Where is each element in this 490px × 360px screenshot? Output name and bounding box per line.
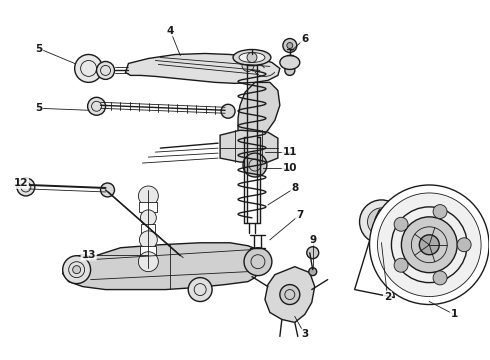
Circle shape (221, 104, 235, 118)
Text: 11: 11 (283, 147, 297, 157)
Circle shape (419, 235, 439, 255)
Circle shape (401, 217, 457, 273)
Bar (141, 246, 156, 256)
Polygon shape (375, 208, 412, 246)
Ellipse shape (239, 53, 265, 62)
Circle shape (63, 256, 91, 284)
Circle shape (74, 54, 102, 82)
Circle shape (287, 42, 293, 49)
Circle shape (283, 39, 297, 53)
Text: 9: 9 (309, 235, 317, 245)
Circle shape (309, 268, 317, 276)
Circle shape (394, 217, 408, 231)
Circle shape (141, 210, 156, 226)
Circle shape (285, 66, 295, 75)
Polygon shape (63, 243, 263, 289)
Text: 1: 1 (451, 310, 458, 319)
Polygon shape (125, 54, 280, 84)
Text: 2: 2 (384, 292, 391, 302)
Circle shape (88, 97, 105, 115)
Polygon shape (355, 215, 394, 298)
Circle shape (369, 185, 489, 305)
Circle shape (433, 204, 447, 219)
Circle shape (433, 271, 447, 285)
Circle shape (17, 178, 35, 196)
Circle shape (307, 247, 318, 259)
Polygon shape (265, 267, 315, 323)
Circle shape (457, 238, 471, 252)
Circle shape (188, 278, 212, 302)
Circle shape (374, 215, 389, 229)
Text: 6: 6 (301, 33, 308, 44)
Circle shape (247, 53, 257, 62)
Ellipse shape (233, 50, 271, 66)
Bar (142, 224, 155, 234)
Text: 5: 5 (35, 103, 43, 113)
Circle shape (140, 231, 157, 249)
Text: 5: 5 (35, 44, 43, 54)
Text: 4: 4 (167, 26, 174, 36)
Circle shape (138, 186, 158, 206)
Circle shape (360, 200, 403, 244)
Text: 12: 12 (14, 178, 28, 188)
Circle shape (394, 258, 408, 272)
Circle shape (244, 248, 272, 276)
Circle shape (368, 208, 395, 236)
Polygon shape (238, 82, 280, 142)
Text: 7: 7 (296, 210, 303, 220)
Text: 13: 13 (81, 250, 96, 260)
Ellipse shape (280, 55, 300, 69)
Circle shape (100, 183, 115, 197)
Circle shape (73, 266, 81, 274)
Circle shape (243, 153, 267, 177)
Circle shape (280, 285, 300, 305)
Polygon shape (220, 130, 278, 162)
Text: 3: 3 (301, 329, 308, 339)
Text: 8: 8 (291, 183, 298, 193)
Text: 10: 10 (283, 163, 297, 173)
Circle shape (138, 252, 158, 272)
Circle shape (97, 62, 115, 80)
Circle shape (242, 59, 254, 71)
Bar (140, 202, 157, 212)
Circle shape (377, 193, 481, 297)
